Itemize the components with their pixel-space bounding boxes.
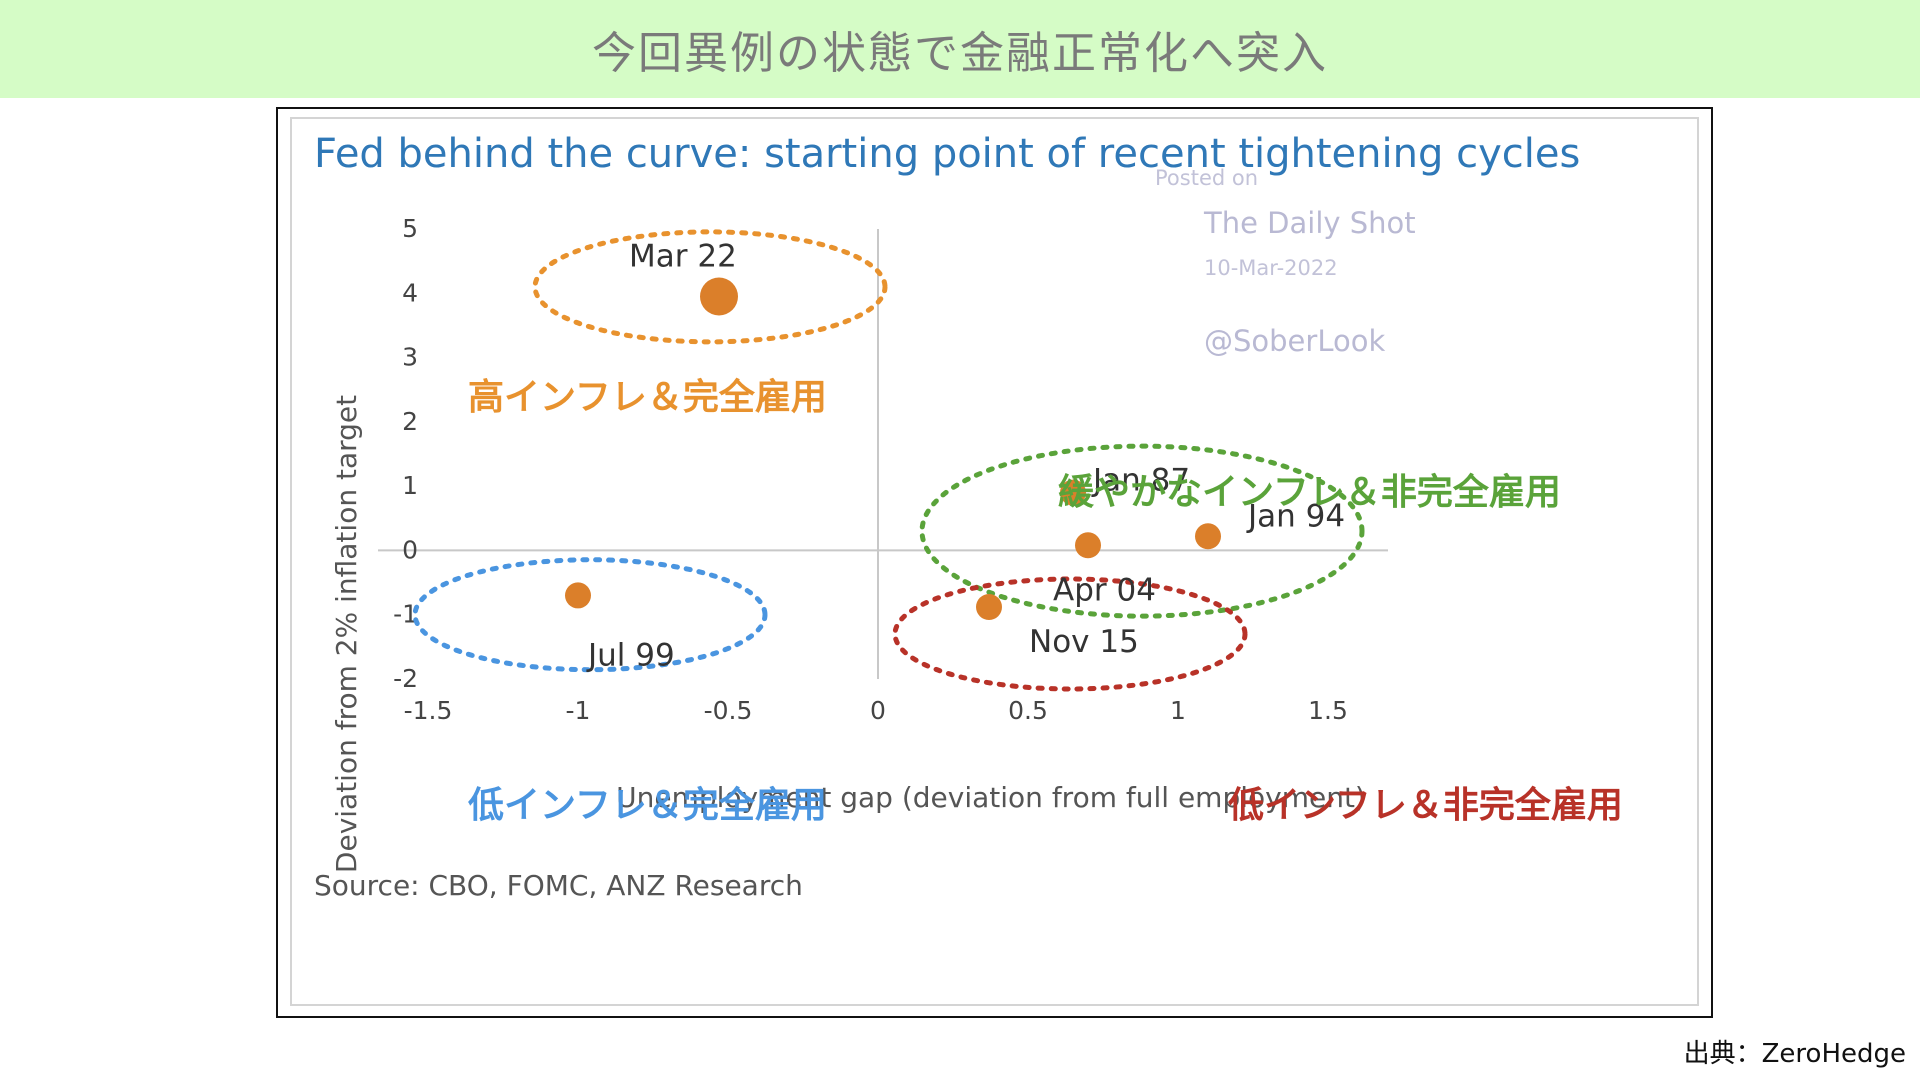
ellipse-low-inflation-slack bbox=[892, 576, 1248, 692]
x-tick-label: -1 bbox=[566, 696, 591, 725]
cluster-ellipses bbox=[412, 229, 1365, 692]
source-credit: 出典：ZeroHedge bbox=[1683, 1039, 1906, 1069]
x-tick-label: 1.5 bbox=[1308, 696, 1348, 725]
point-label: Jan 87 bbox=[1091, 463, 1190, 499]
y-tick-label: -2 bbox=[393, 664, 418, 693]
ellipse-moderate-inflation bbox=[919, 443, 1365, 619]
watermark-handle: @SoberLook bbox=[1204, 324, 1385, 358]
source-note: Source: CBO, FOMC, ANZ Research bbox=[314, 869, 803, 902]
point-label: Mar 22 bbox=[629, 239, 737, 275]
point-label: Jul 99 bbox=[586, 637, 675, 673]
point-labels: Mar 22 Jan 87 Jan 94 Apr 04 Jul 99 Nov 15 bbox=[586, 239, 1345, 674]
chart-inner-border bbox=[290, 117, 1699, 1006]
data-point bbox=[1060, 479, 1086, 506]
scatter-chart: Fed behind the curve: starting point of … bbox=[314, 131, 1623, 902]
x-tick-label: -0.5 bbox=[704, 696, 753, 725]
watermark-site: The Daily Shot bbox=[1203, 206, 1416, 240]
y-tick-label: 1 bbox=[402, 471, 418, 500]
data-point bbox=[700, 277, 738, 316]
y-tick-label: 4 bbox=[402, 278, 418, 307]
watermark-date: 10-Mar-2022 bbox=[1204, 256, 1338, 280]
data-point bbox=[565, 582, 591, 609]
point-label: Apr 04 bbox=[1053, 572, 1156, 608]
header-banner: 今回異例の状態で金融正常化へ突入 bbox=[0, 0, 1920, 98]
y-tick-label: 2 bbox=[402, 407, 418, 436]
y-axis-label: Deviation from 2% inflation target bbox=[330, 395, 363, 873]
annotation-high-inflation: 高インフレ＆完全雇用 bbox=[468, 376, 827, 418]
chart-title: Fed behind the curve: starting point of … bbox=[314, 131, 1580, 177]
ellipse-low-inflation-full bbox=[412, 557, 768, 673]
watermark: Posted on The Daily Shot 10-Mar-2022 @So… bbox=[1155, 166, 1416, 358]
x-tick-label: 0 bbox=[870, 696, 886, 725]
x-axis-label: Unemployment gap (deviation from full em… bbox=[616, 781, 1366, 814]
data-point bbox=[1075, 532, 1101, 559]
annotation-low-inflation-slack: 低インフレ＆非完全雇用 bbox=[1228, 784, 1623, 826]
y-tick-label: 5 bbox=[402, 214, 418, 243]
y-tick-label: 0 bbox=[402, 535, 418, 564]
point-label: Nov 15 bbox=[1029, 624, 1139, 660]
y-tick-label: -1 bbox=[393, 600, 418, 629]
data-point bbox=[1195, 523, 1221, 550]
x-tick-label: 0.5 bbox=[1008, 696, 1048, 725]
chart-figure: Fed behind the curve: starting point of … bbox=[276, 107, 1713, 1018]
x-tick-label: -1.5 bbox=[404, 696, 453, 725]
banner-title: 今回異例の状態で金融正常化へ突入 bbox=[592, 28, 1328, 79]
annotation-moderate-inflation: 緩やかなインフレ＆非完全雇用 bbox=[1058, 471, 1561, 513]
watermark-posted: Posted on bbox=[1155, 166, 1258, 190]
data-point bbox=[976, 594, 1002, 620]
data-points bbox=[565, 277, 1221, 620]
y-tick-label: 3 bbox=[402, 343, 418, 372]
ellipse-high-inflation bbox=[532, 229, 888, 345]
point-label: Jan 94 bbox=[1246, 498, 1345, 534]
x-tick-label: 1 bbox=[1170, 696, 1186, 725]
annotation-low-inflation-full: 低インフレ＆完全雇用 bbox=[468, 784, 827, 826]
tick-labels: -1.5 -1 -0.5 0 0.5 1 1.5 -2 -1 0 1 2 3 4 5 bbox=[393, 214, 1348, 725]
